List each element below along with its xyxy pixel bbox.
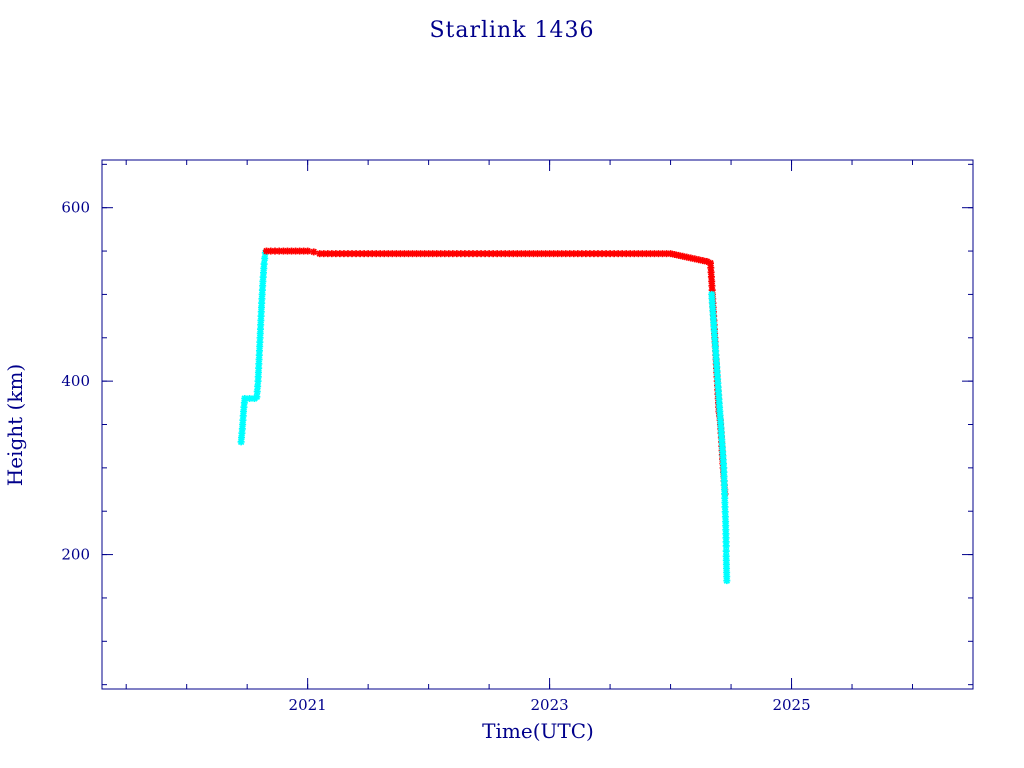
y-axis-label: Height (km): [3, 364, 27, 486]
x-tick-label-2025: 2025: [772, 696, 810, 714]
data-point-s0-6-1: [253, 388, 261, 396]
data-point-s1-3: [310, 248, 318, 256]
data-point-s2-6: [723, 577, 731, 585]
marker-stroke: [253, 393, 261, 401]
marker-stroke: [260, 260, 268, 268]
x-major-ticks: [307, 160, 793, 689]
marker-stroke: [254, 383, 261, 390]
data-point-s1-2: [304, 247, 312, 255]
marker-stroke: [246, 395, 253, 402]
x-tick-label-2023: 2023: [531, 696, 569, 714]
chart-title: Starlink 1436: [429, 18, 594, 43]
y-tick-labels: 200 400 600: [61, 199, 90, 564]
marker-stroke: [722, 547, 730, 555]
marker-stroke: [310, 248, 317, 256]
plot-frame: [101, 159, 974, 690]
data-point-s1-15: [708, 277, 716, 285]
data-point-s0-6: [253, 393, 261, 401]
y-tick-label-600: 600: [61, 199, 90, 217]
y-major-ticks: [102, 207, 973, 556]
marker-stroke: [703, 258, 711, 265]
data-point-s2-4: [722, 542, 730, 550]
marker-stroke: [722, 542, 730, 550]
x-tick-label-2021: 2021: [289, 696, 327, 714]
marker-stroke: [253, 388, 261, 395]
marker-stroke: [241, 395, 249, 402]
marker-stroke: [723, 577, 731, 584]
marker-stroke: [261, 255, 268, 262]
x-axis-label: Time(UTC): [482, 719, 594, 743]
data-point-s0-3: [241, 394, 249, 402]
data-point-s0-6-2: [254, 382, 262, 390]
data-point-s2-4-1: [722, 547, 730, 555]
y-tick-label-400: 400: [61, 372, 90, 390]
x-minor-ticks: [125, 160, 974, 689]
y-minor-ticks: [102, 163, 973, 686]
y-tick-label-200: 200: [61, 546, 90, 564]
data-layer: [237, 247, 731, 585]
marker-stroke: [304, 247, 311, 255]
x-tick-labels: 2021 2023 2025: [289, 696, 811, 714]
